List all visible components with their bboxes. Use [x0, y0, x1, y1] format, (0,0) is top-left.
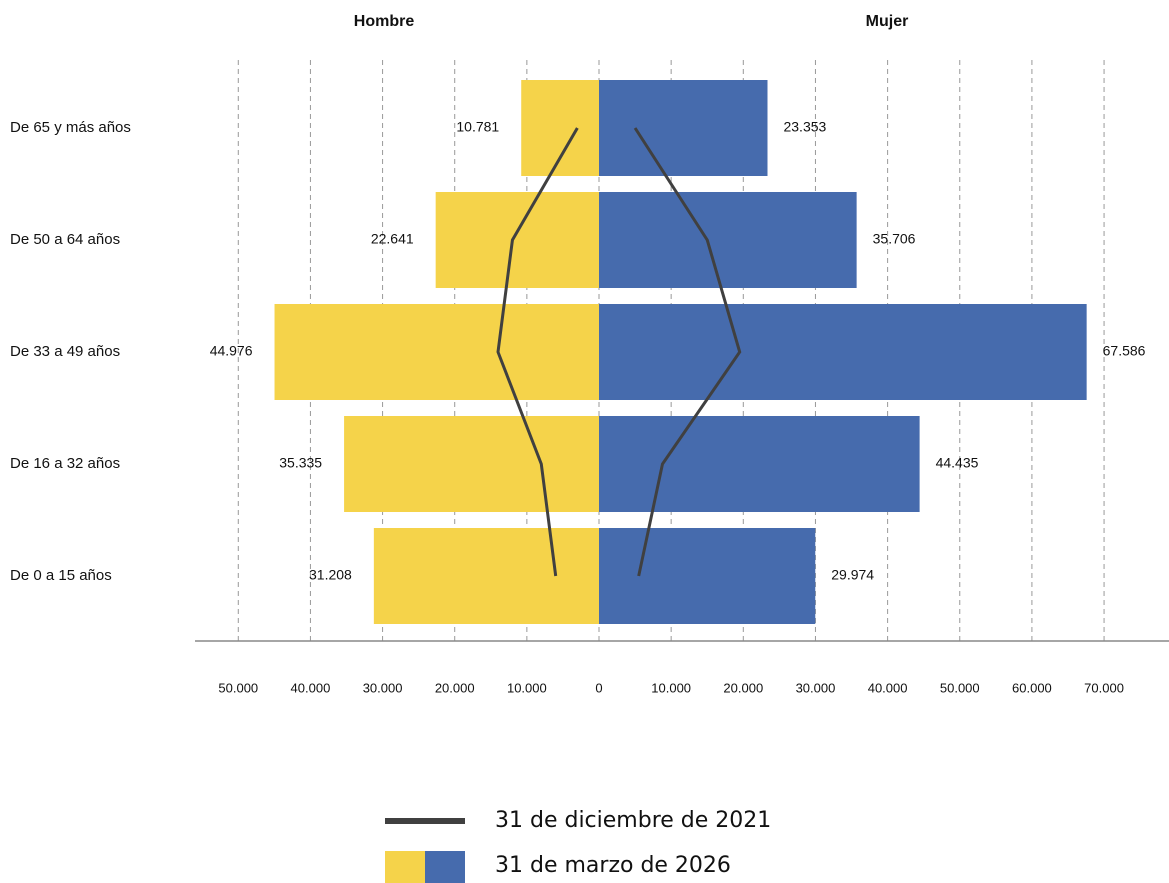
series-header: Mujer	[866, 13, 909, 30]
line-2021	[496, 127, 579, 577]
x-tick-label: 30.000	[363, 680, 403, 695]
value-label: 44.976	[210, 343, 253, 359]
value-label: 44.435	[936, 455, 979, 471]
y-tick-label: De 50 a 64 años	[10, 231, 120, 248]
x-tick-label: 50.000	[940, 680, 980, 695]
legend-label: 31 de marzo de 2026	[495, 853, 731, 878]
x-tick-label: 70.000	[1084, 680, 1124, 695]
bar	[599, 80, 768, 176]
value-label: 23.353	[783, 119, 826, 135]
value-label: 35.706	[873, 231, 916, 247]
x-tick-label: 20.000	[723, 680, 763, 695]
value-label: 22.641	[371, 231, 414, 247]
x-tick-label: 10.000	[507, 680, 547, 695]
x-tick-label: 40.000	[291, 680, 331, 695]
bar	[435, 192, 599, 288]
value-label: 29.974	[831, 567, 874, 583]
x-tick-label: 10.000	[651, 680, 691, 695]
value-label: 10.781	[456, 119, 499, 135]
bar	[599, 192, 857, 288]
bar	[344, 416, 599, 512]
legend-swatch	[385, 851, 425, 883]
bar	[274, 304, 599, 400]
line-2021	[633, 127, 742, 577]
value-label: 35.335	[279, 455, 322, 471]
x-tick-label: 20.000	[435, 680, 475, 695]
bar	[373, 528, 599, 624]
x-tick-label: 40.000	[868, 680, 908, 695]
legend-swatch	[425, 851, 465, 883]
bar	[599, 304, 1087, 400]
x-tick-label: 0	[595, 680, 602, 695]
value-label: 67.586	[1103, 343, 1146, 359]
x-tick-label: 50.000	[218, 680, 258, 695]
value-label: 31.208	[309, 567, 352, 583]
y-tick-label: De 65 y más años	[10, 119, 131, 136]
y-tick-label: De 0 a 15 años	[10, 567, 112, 584]
legend-label: 31 de diciembre de 2021	[495, 808, 771, 833]
y-tick-label: De 33 a 49 años	[10, 343, 120, 360]
bar	[599, 528, 816, 624]
x-tick-label: 30.000	[796, 680, 836, 695]
bar	[521, 80, 599, 176]
series-header: Hombre	[354, 13, 415, 30]
x-tick-label: 60.000	[1012, 680, 1052, 695]
y-tick-label: De 16 a 32 años	[10, 455, 120, 472]
bar	[599, 416, 920, 512]
